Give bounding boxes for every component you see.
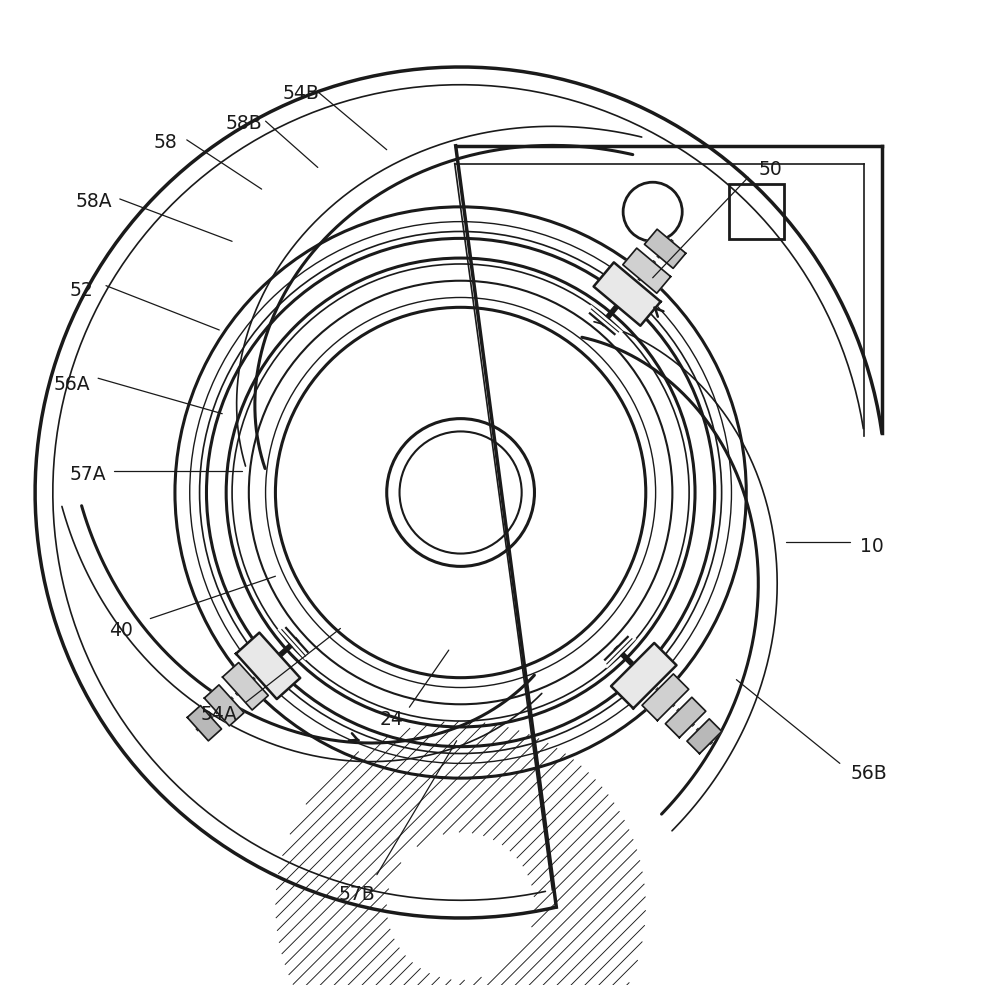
Text: 56A: 56A xyxy=(53,374,90,394)
Text: 58A: 58A xyxy=(76,192,112,212)
Polygon shape xyxy=(187,705,222,741)
Text: 58B: 58B xyxy=(226,113,262,133)
Text: 54B: 54B xyxy=(283,84,319,103)
Polygon shape xyxy=(611,643,677,708)
Polygon shape xyxy=(594,262,661,326)
Polygon shape xyxy=(623,248,671,294)
Polygon shape xyxy=(665,697,706,738)
Text: 54A: 54A xyxy=(201,704,238,724)
Text: 57A: 57A xyxy=(70,465,107,485)
Polygon shape xyxy=(223,663,268,710)
Polygon shape xyxy=(236,632,300,699)
Polygon shape xyxy=(687,719,722,754)
Text: 56B: 56B xyxy=(851,763,888,783)
Polygon shape xyxy=(204,685,244,726)
Text: 57B: 57B xyxy=(339,885,376,904)
Text: 40: 40 xyxy=(109,621,133,640)
Text: 58: 58 xyxy=(153,133,177,153)
Text: 50: 50 xyxy=(759,160,783,179)
Polygon shape xyxy=(642,674,689,721)
Text: 10: 10 xyxy=(860,537,884,557)
Bar xyxy=(729,184,784,239)
Text: 52: 52 xyxy=(70,281,93,300)
Polygon shape xyxy=(644,230,686,268)
Text: 24: 24 xyxy=(380,709,404,729)
